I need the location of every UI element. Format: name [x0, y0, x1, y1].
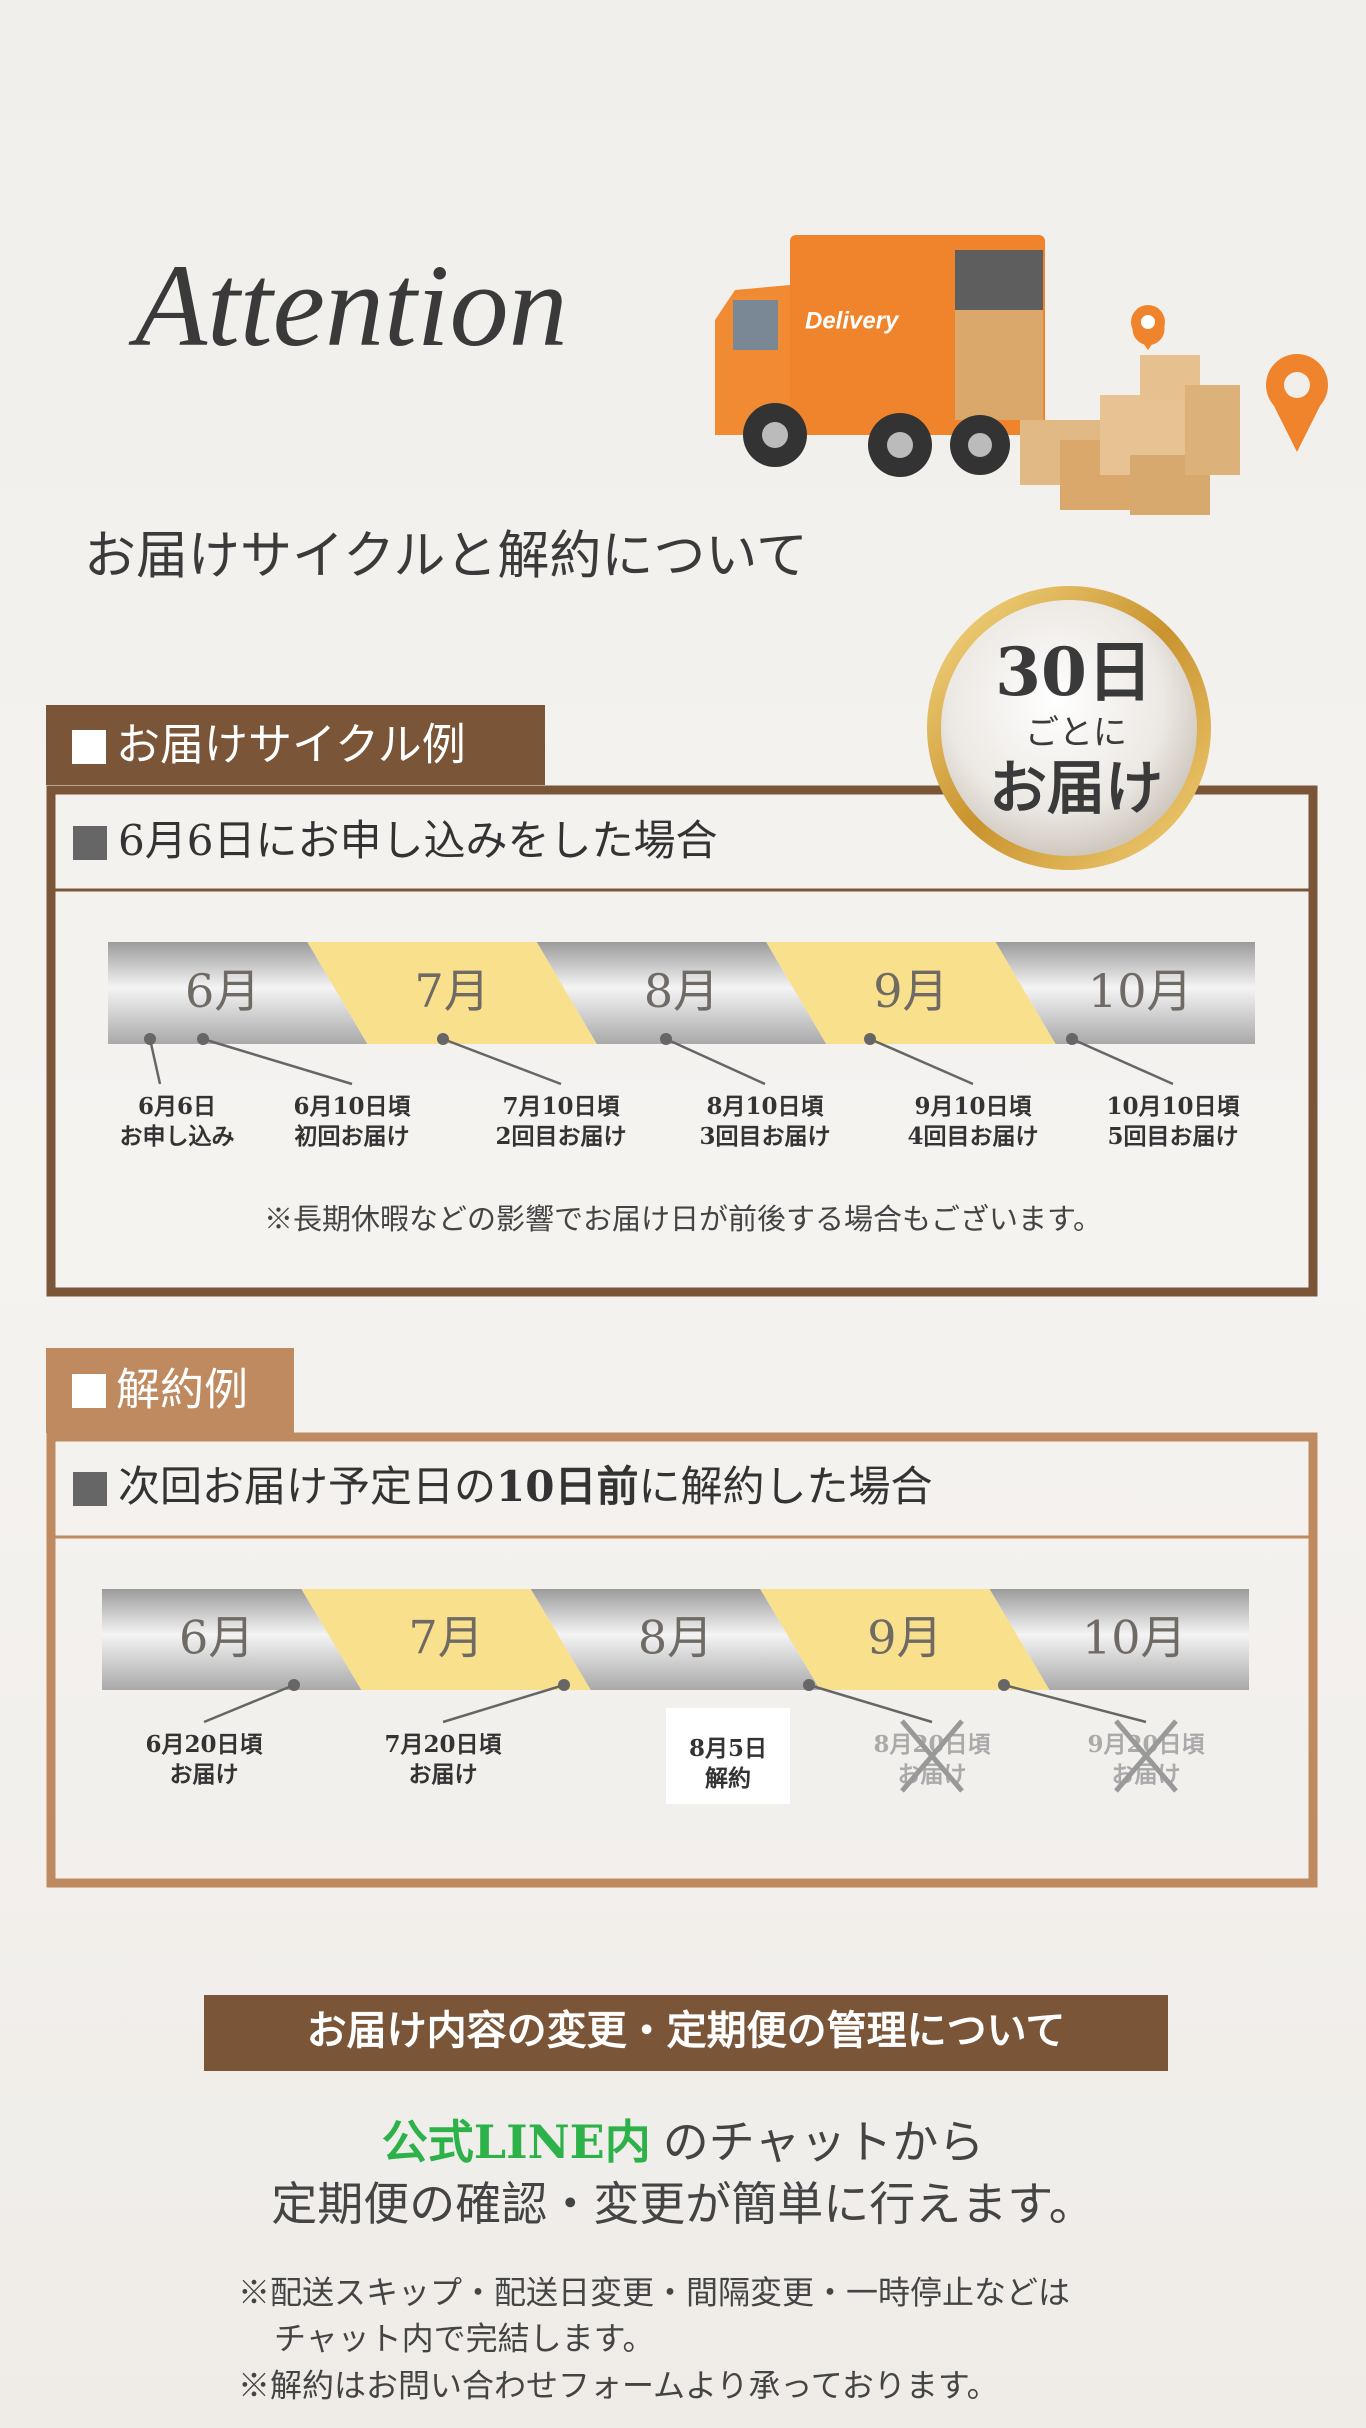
month-segment	[760, 1589, 1050, 1690]
month-label: 8月	[644, 964, 719, 1018]
heading-square	[73, 1472, 107, 1506]
leader-dot	[197, 1033, 209, 1045]
subtitle: お届けサイクルと解約について	[84, 527, 808, 587]
heading-square	[73, 826, 107, 860]
cross-mark	[1114, 1719, 1178, 1793]
truck-label: Delivery	[805, 307, 900, 334]
event-date: 6月10日頃	[293, 1093, 411, 1120]
leader-line	[148, 1038, 162, 1085]
month-label: 7月	[414, 964, 489, 1018]
month-label: 6月	[185, 964, 260, 1018]
event-date: 7月10日頃	[502, 1093, 620, 1120]
cancel-tab-label: 解約例	[116, 1365, 248, 1416]
event-label: お届け	[409, 1761, 478, 1788]
event-label: 2回目お届け	[495, 1123, 626, 1150]
month-label: 6月	[179, 1611, 254, 1665]
event-date: 7月20日頃	[384, 1731, 502, 1758]
leader-dot	[288, 1679, 300, 1691]
cycle-note: ※長期休暇などの影響でお届け日が前後する場合もございます。	[264, 1202, 1102, 1236]
month-label: 10月	[1082, 1611, 1187, 1665]
heading-part: 次回お届け予定日の	[118, 1462, 496, 1511]
badge: 30日 ごとに お届け	[927, 586, 1211, 870]
leader-dot	[1066, 1033, 1078, 1045]
cancel-timeline: 6月 7月 8月 9月 10月6月20日頃お届け7月20日頃お届け8月20日頃お届け9月…	[102, 1589, 1249, 1804]
event-label: 4回目お届け	[907, 1123, 1038, 1150]
leader-line	[665, 1037, 766, 1086]
month-label: 10月	[1088, 964, 1193, 1018]
management-note: チャット内で完結します。	[274, 2320, 654, 2358]
management-note: ※解約はお問い合わせフォームより承っております。	[238, 2367, 999, 2405]
badge-line3: お届け	[989, 754, 1163, 822]
line-rest: のチャットから	[663, 2115, 985, 2169]
leader-line	[203, 1683, 295, 1724]
month-label: 9月	[867, 1611, 942, 1665]
month-segment	[108, 942, 368, 1044]
month-segment	[766, 942, 1056, 1044]
leader-line	[442, 1037, 562, 1086]
cancel-box	[46, 1432, 1318, 1888]
cancel-date: 8月5日	[689, 1735, 767, 1762]
management-line1: 公式LINE内 のチャットから	[382, 2115, 985, 2169]
tab-square	[72, 1374, 106, 1408]
event-date: 10月10日頃	[1106, 1093, 1240, 1120]
leader-line	[202, 1037, 353, 1086]
leader-dot	[144, 1033, 156, 1045]
badge-line1: 30日	[995, 633, 1153, 711]
leader-dot	[437, 1033, 449, 1045]
badge-line2: ごとに	[1025, 713, 1127, 753]
management-note: ※配送スキップ・配送日変更・間隔変更・一時停止などは	[238, 2274, 1070, 2312]
leader-line	[442, 1683, 565, 1724]
cancel-heading: 次回お届け予定日の10日前に解約した場合	[118, 1462, 932, 1511]
month-label: 7月	[408, 1611, 483, 1665]
cancel-box	[666, 1708, 790, 1804]
month-segment	[995, 942, 1255, 1044]
leader-dot	[558, 1679, 570, 1691]
leader-line	[869, 1037, 974, 1086]
leader-line	[808, 1683, 933, 1724]
tab-square	[72, 730, 106, 764]
cycle-tab	[46, 705, 545, 785]
cancel-label: 解約	[705, 1765, 751, 1792]
event-date: 6月20日頃	[145, 1731, 263, 1758]
truck-illustration: Delivery	[715, 235, 1328, 515]
event-label: お申し込み	[120, 1123, 235, 1150]
month-label: 8月	[638, 1611, 713, 1665]
leader-dot	[660, 1033, 672, 1045]
leader-line	[1071, 1037, 1174, 1086]
event-label: お届け	[170, 1761, 239, 1788]
event-date: 8月10日頃	[706, 1093, 824, 1120]
cycle-box	[46, 785, 1318, 1297]
event-date: 9月10日頃	[914, 1093, 1032, 1120]
month-segment	[530, 1589, 821, 1690]
month-segment	[102, 1589, 362, 1690]
leader-dot	[864, 1033, 876, 1045]
management-bar	[204, 1995, 1168, 2071]
leader-dot	[803, 1679, 815, 1691]
leader-dot	[998, 1679, 1010, 1691]
month-segment	[989, 1589, 1249, 1690]
event-label: 初回お届け	[295, 1123, 410, 1150]
event-label: 3回目お届け	[699, 1123, 830, 1150]
cycle-heading: 6月6日にお申し込みをした場合	[118, 816, 717, 865]
month-segment	[536, 942, 827, 1044]
line-highlight: 公式LINE内	[382, 2115, 651, 2169]
month-label: 9月	[873, 964, 948, 1018]
cycle-tab-label: お届けサイクル例	[116, 720, 466, 771]
management-title: お届け内容の変更・定期便の管理について	[307, 2007, 1066, 2054]
event-label: 5回目お届け	[1107, 1123, 1238, 1150]
heading-part: に解約した場合	[638, 1462, 932, 1511]
event-date: 6月6日	[138, 1093, 216, 1120]
cross-mark	[900, 1719, 964, 1793]
month-segment	[307, 942, 597, 1044]
heading-emphasis: 10日前	[496, 1462, 638, 1511]
month-segment	[301, 1589, 591, 1690]
title: Attention	[128, 240, 568, 371]
management-line2: 定期便の確認・変更が簡単に行えます。	[271, 2177, 1094, 2231]
leader-line	[1003, 1683, 1147, 1724]
